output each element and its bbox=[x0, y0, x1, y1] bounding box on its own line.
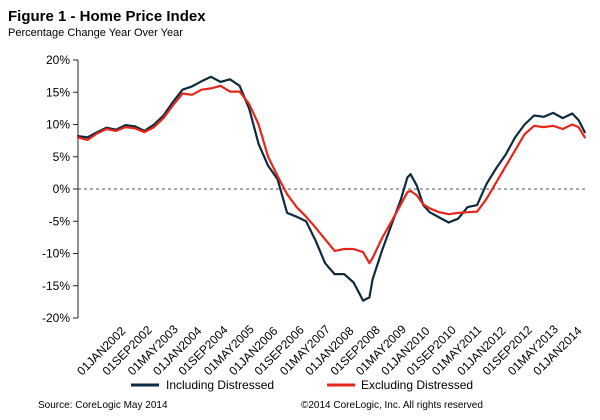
y-tick-label: -5% bbox=[49, 214, 71, 228]
copyright-note: ©2014 CoreLogic, Inc. All rights reserve… bbox=[301, 400, 483, 411]
chart-title: Figure 1 - Home Price Index bbox=[8, 8, 206, 25]
y-tick-label: 10% bbox=[46, 118, 70, 132]
chart-subtitle: Percentage Change Year Over Year bbox=[8, 27, 183, 39]
series-line-excluding-distressed bbox=[76, 84, 586, 265]
y-tick-label: 5% bbox=[53, 150, 71, 164]
y-tick-label: -10% bbox=[42, 247, 70, 261]
y-tick-label: 20% bbox=[46, 53, 70, 67]
legend-label: Excluding Distressed bbox=[361, 378, 473, 392]
y-tick-label: -15% bbox=[42, 279, 70, 293]
y-tick-label: 0% bbox=[53, 182, 71, 196]
x-axis: 01JAN200201SEP200201MAY200301JAN200401SE… bbox=[74, 188, 588, 378]
y-axis: -20% -15% -10% -5% 0% 5% 10% 15% 20% bbox=[42, 53, 79, 325]
legend: Including Distressed Excluding Distressed bbox=[131, 378, 473, 392]
y-tick-label: 15% bbox=[46, 85, 70, 99]
y-tick-label: -20% bbox=[42, 311, 70, 325]
legend-label: Including Distressed bbox=[166, 378, 274, 392]
series-line-including-distressed bbox=[76, 75, 586, 302]
source-note: Source: CoreLogic May 2014 bbox=[38, 400, 168, 411]
series-layer bbox=[76, 75, 586, 302]
